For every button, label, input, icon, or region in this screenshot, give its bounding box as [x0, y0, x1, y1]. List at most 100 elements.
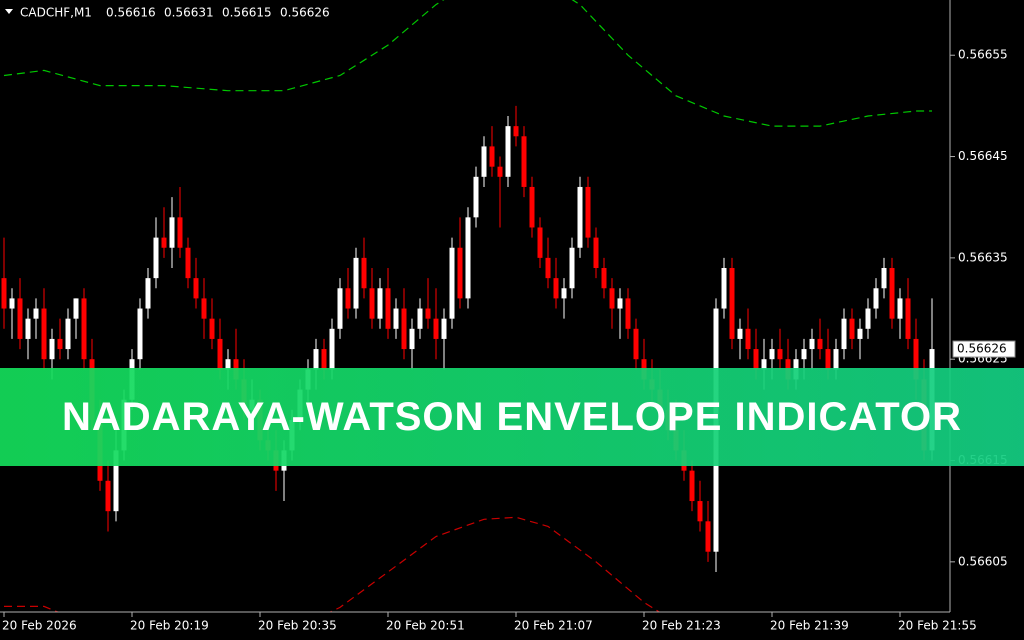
candle-body — [313, 349, 319, 370]
x-tick-label: 20 Feb 20:19 — [130, 619, 209, 633]
candle-body — [761, 359, 767, 370]
candle-body — [473, 176, 479, 218]
candle-body — [865, 308, 871, 329]
envelope-line — [4, 516, 661, 612]
candle-body — [617, 298, 623, 309]
candle-body — [105, 480, 111, 512]
y-tick-label: 0.56645 — [958, 149, 1008, 163]
candle-body — [185, 247, 191, 279]
y-tick-label: 0.56605 — [958, 554, 1008, 568]
candle-body — [593, 237, 599, 269]
candle-body — [385, 288, 391, 329]
candle-body — [521, 136, 527, 187]
x-tick-label: 20 Feb 20:51 — [386, 619, 465, 633]
candle-body — [561, 288, 567, 299]
candle-body — [73, 298, 79, 319]
candle-body — [601, 268, 607, 289]
candle-body — [329, 328, 335, 370]
candle-body — [417, 308, 423, 329]
candle-body — [145, 278, 151, 309]
candle-body — [801, 349, 807, 360]
candle-body — [689, 470, 695, 502]
candle-body — [169, 217, 175, 248]
candle-body — [209, 318, 215, 339]
candle-body — [441, 318, 447, 339]
x-tick-label: 20 Feb 21:39 — [770, 619, 849, 633]
candle-body — [41, 308, 47, 360]
candle-body — [433, 318, 439, 339]
candle-body — [569, 247, 575, 289]
candle-body — [9, 298, 15, 309]
candle-body — [57, 338, 63, 350]
banner: NADARAYA-WATSON ENVELOPE INDICATOR — [0, 368, 1024, 466]
price-label: 0.56626 — [957, 342, 1007, 356]
candle-body — [841, 318, 847, 350]
candle-body — [609, 288, 615, 309]
candle-body — [361, 257, 367, 289]
candle-body — [849, 318, 855, 339]
candle-body — [777, 349, 783, 360]
candle-body — [721, 268, 727, 309]
candle-body — [705, 521, 711, 552]
x-tick-label: 20 Feb 21:23 — [642, 619, 721, 633]
ohlc-close: 0.56626 — [280, 6, 330, 20]
candle-body — [321, 349, 327, 370]
candle-body — [465, 217, 471, 299]
candle-body — [697, 501, 703, 522]
envelope-line — [3, 0, 932, 127]
candle-body — [113, 450, 119, 512]
symbol-title: CADCHF,M1 — [20, 6, 92, 20]
menu-arrow[interactable] — [5, 9, 13, 14]
candle-body — [393, 308, 399, 329]
ohlc-low: 0.56615 — [222, 6, 272, 20]
candle-body — [873, 288, 879, 309]
candle-body — [153, 237, 159, 279]
candle-body — [409, 328, 415, 350]
candle-body — [337, 288, 343, 329]
x-tick-label: 20 Feb 20:35 — [258, 619, 337, 633]
ohlc-high: 0.56631 — [164, 6, 214, 20]
candle-body — [65, 318, 71, 350]
candle-body — [537, 227, 543, 258]
candle-body — [625, 298, 631, 329]
candle-body — [217, 338, 223, 370]
candle-body — [633, 328, 639, 360]
candle-body — [137, 308, 143, 360]
candle-body — [889, 268, 895, 319]
candle-body — [753, 349, 759, 370]
candle-body — [81, 298, 87, 360]
candle-body — [769, 349, 775, 360]
candle-body — [369, 288, 375, 319]
candle-body — [497, 166, 503, 177]
x-tick-label: 20 Feb 2026 — [2, 619, 77, 633]
candle-body — [17, 298, 23, 339]
candle-body — [33, 308, 39, 319]
candle-body — [817, 338, 823, 350]
candle-body — [481, 146, 487, 177]
candle-body — [737, 328, 743, 339]
candle-body — [513, 126, 519, 137]
candle-body — [833, 349, 839, 370]
candle-body — [401, 308, 407, 350]
candle-body — [857, 328, 863, 339]
candle-body — [585, 186, 591, 238]
candle-body — [25, 318, 31, 339]
candle-body — [489, 146, 495, 167]
ohlc-open: 0.56616 — [106, 6, 156, 20]
candle-body — [177, 217, 183, 248]
candle-body — [897, 298, 903, 319]
candle-body — [457, 247, 463, 299]
y-tick-label: 0.56655 — [958, 48, 1008, 62]
candle-body — [1, 278, 7, 309]
banner-text: NADARAYA-WATSON ENVELOPE INDICATOR — [61, 394, 962, 439]
candle-body — [881, 268, 887, 289]
candle-body — [745, 328, 751, 350]
candle-body — [825, 349, 831, 370]
candle-body — [505, 126, 511, 177]
candle-body — [545, 257, 551, 279]
candle-body — [809, 338, 815, 350]
candle-body — [193, 278, 199, 299]
candle-body — [577, 186, 583, 248]
